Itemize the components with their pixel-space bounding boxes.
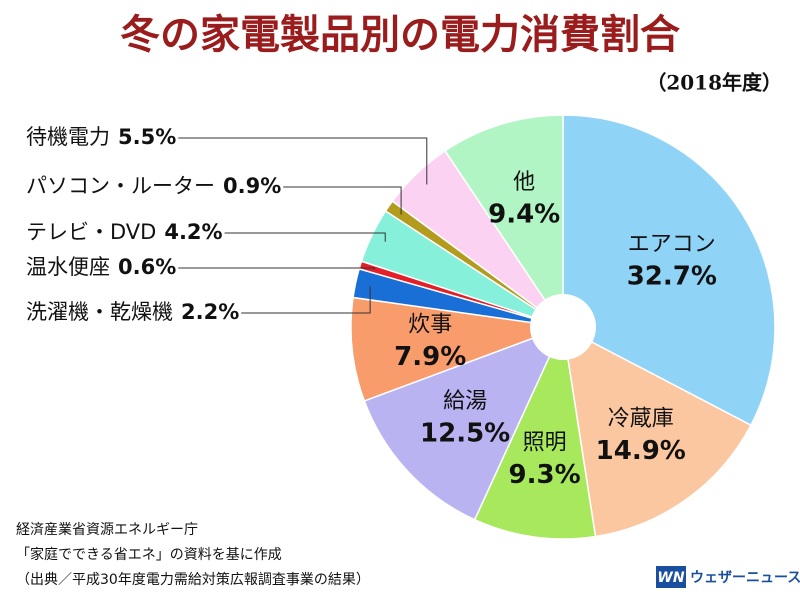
slice-name: 温水便座 <box>26 255 110 279</box>
leader-line <box>241 286 371 314</box>
logo-mark: WN <box>657 570 684 586</box>
value-label: 0.6% <box>118 255 176 279</box>
value-label: 32.7% <box>627 262 717 292</box>
value-label: 5.5% <box>118 125 176 149</box>
slice-label: エアコン <box>628 232 716 257</box>
value-label: 2.2% <box>181 300 239 324</box>
value-label: 7.9% <box>394 342 466 372</box>
logo-mark-box <box>656 566 686 588</box>
value-label: 0.9% <box>223 174 281 198</box>
slice-label: 温水便座 0.6% <box>26 255 176 279</box>
slice-label: テレビ・DVD 4.2% <box>26 220 223 244</box>
value-label: 4.2% <box>164 220 222 244</box>
pie-slice <box>562 114 776 427</box>
slice-label: パソコン・ルーター 0.9% <box>26 174 281 198</box>
slice-name: 待機電力 <box>26 125 110 149</box>
slice-name: 洗濯機・乾燥機 <box>26 300 173 324</box>
slice-label: 他 <box>513 170 535 195</box>
slice-name: テレビ・DVD <box>26 220 156 244</box>
chart-subtitle: （2018年度） <box>646 71 782 95</box>
slice-label: 冷蔵庫 <box>608 407 674 432</box>
chart-title: 冬の家電製品別の電力消費割合 <box>120 11 680 58</box>
source-line: 「家庭でできる省エネ」の資料を基に作成 <box>16 546 282 563</box>
pie-slice <box>363 325 565 521</box>
slice-label: 待機電力 5.5% <box>26 125 176 149</box>
value-label: 12.5% <box>420 418 510 448</box>
slice-label: 炊事 <box>408 312 452 337</box>
value-label: 9.3% <box>509 460 581 490</box>
slice-label: 給湯 <box>443 389 487 414</box>
source-line: （出典／平成30年度電力需給対策広報調査事業の結果） <box>16 571 370 588</box>
pie-slice <box>473 324 597 540</box>
leader-line <box>178 137 428 185</box>
source-line: 経済産業省資源エネルギー庁 <box>16 522 198 538</box>
logo-name: ウェザーニュース <box>690 570 800 586</box>
leader-line <box>283 186 402 215</box>
pie-slice <box>562 325 752 538</box>
value-label: 9.4% <box>488 200 560 230</box>
donut-hole <box>530 294 596 360</box>
slice-label: 洗濯機・乾燥機 2.2% <box>26 300 239 324</box>
slice-name: パソコン・ルーター <box>26 174 215 198</box>
pie-slice <box>444 114 564 330</box>
slice-label: 照明 <box>523 430 567 455</box>
leader-line <box>178 267 375 270</box>
pie-slice <box>350 296 564 402</box>
value-label: 14.9% <box>596 436 686 466</box>
leader-line <box>224 232 386 242</box>
